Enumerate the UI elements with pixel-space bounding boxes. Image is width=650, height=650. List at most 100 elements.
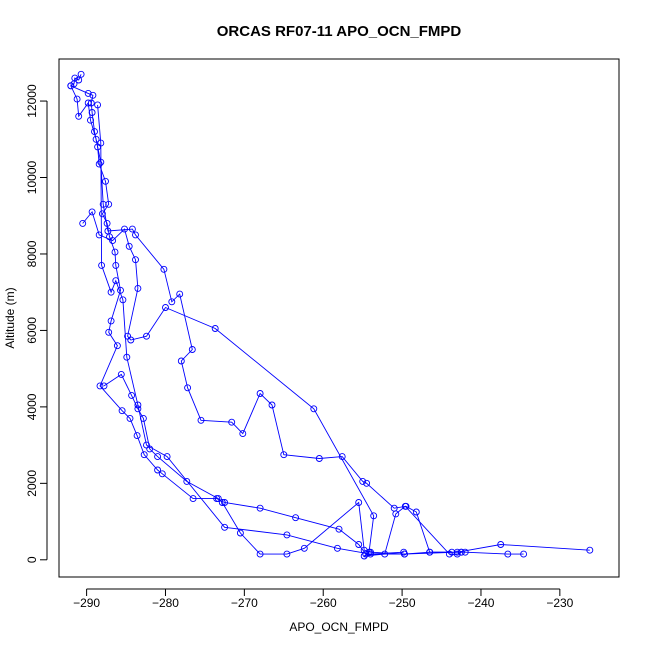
data-point	[197, 416, 205, 424]
data-point	[333, 544, 341, 552]
y-tick-label: 8000	[25, 240, 39, 267]
data-point	[160, 265, 168, 273]
data-point	[392, 510, 400, 518]
x-tick-label: −230	[546, 596, 573, 610]
data-point	[89, 91, 97, 99]
data-point	[370, 512, 378, 520]
data-point	[105, 200, 113, 208]
data-point	[154, 453, 162, 461]
x-tick-label: −270	[231, 596, 258, 610]
data-point	[189, 495, 197, 503]
data-point	[292, 514, 300, 522]
data-point	[75, 112, 83, 120]
x-tick-label: −250	[389, 596, 416, 610]
data-point	[100, 382, 108, 390]
data-point	[133, 432, 141, 440]
x-tick-label: −280	[152, 596, 179, 610]
data-point	[67, 82, 75, 90]
data-point	[400, 548, 408, 556]
data-point	[123, 353, 131, 361]
data-point	[121, 225, 128, 233]
data-point	[128, 225, 136, 233]
data-point	[412, 508, 420, 516]
data-point	[256, 550, 264, 558]
data-point	[381, 550, 389, 558]
data-point	[134, 401, 142, 409]
data-point	[96, 382, 104, 390]
data-point	[87, 116, 94, 124]
x-axis: −290 −280 −270 −260 −250 −240 −230	[73, 588, 574, 610]
data-point	[401, 502, 409, 510]
data-point	[236, 529, 244, 537]
y-axis: 0 2000 4000 6000 8000 10000 12000	[25, 84, 48, 563]
data-point	[73, 95, 81, 103]
data-point	[127, 336, 135, 344]
data-point	[154, 466, 162, 474]
data-point	[221, 523, 229, 531]
data-point	[367, 550, 374, 558]
data-point	[448, 548, 456, 556]
data-point	[168, 298, 176, 306]
data-point	[280, 451, 288, 459]
series-line-5	[97, 104, 404, 555]
data-point	[125, 242, 133, 250]
data-point	[84, 89, 92, 97]
data-point	[162, 304, 169, 311]
data-point	[218, 499, 226, 506]
data-point	[177, 357, 185, 365]
data-point	[98, 210, 106, 218]
data-point	[497, 541, 505, 548]
data-point	[363, 479, 371, 487]
y-tick-label: 4000	[25, 393, 39, 420]
data-point	[132, 256, 139, 264]
data-point	[268, 401, 276, 409]
data-point	[98, 261, 106, 269]
data-point	[283, 550, 291, 558]
y-tick-label: 6000	[25, 317, 39, 344]
data-point	[457, 548, 465, 556]
data-point	[107, 288, 115, 296]
data-point	[77, 70, 85, 78]
data-point	[214, 495, 222, 503]
data-point	[118, 407, 126, 415]
data-point	[461, 548, 469, 556]
data-point	[79, 219, 87, 227]
data-point	[126, 414, 134, 422]
data-point	[112, 277, 120, 285]
data-point	[184, 384, 192, 392]
data-point	[132, 231, 139, 239]
series-line-2	[70, 85, 524, 555]
x-axis-label: APO_OCN_FMPD	[289, 620, 389, 634]
data-point	[367, 548, 374, 556]
data-point	[310, 405, 318, 413]
chart-title: ORCAS RF07-11 APO_OCN_FMPD	[217, 23, 462, 40]
data-point	[355, 499, 363, 506]
x-tick-label: −260	[310, 596, 337, 610]
data-point	[94, 101, 102, 109]
data-point	[504, 550, 512, 558]
x-tick-label: −290	[73, 596, 100, 610]
y-tick-label: 10000	[25, 161, 39, 195]
data-point	[143, 332, 150, 340]
data-point	[256, 504, 264, 512]
data-point	[183, 477, 191, 485]
data-point	[520, 550, 528, 558]
data-point	[134, 284, 142, 292]
data-point	[239, 430, 247, 438]
data-point	[426, 548, 434, 556]
data-point	[111, 248, 119, 256]
x-tick-label: −240	[467, 596, 494, 610]
data-point	[228, 418, 236, 426]
data-point	[84, 99, 92, 107]
data-point	[188, 346, 196, 353]
y-tick-label: 0	[25, 556, 39, 563]
data-point	[95, 231, 103, 239]
y-tick-label: 2000	[25, 470, 39, 497]
plot-frame	[58, 58, 620, 578]
data-point	[119, 296, 127, 304]
data-point	[359, 477, 367, 485]
data-point	[128, 391, 136, 399]
data-point	[211, 325, 219, 332]
series-line-3	[82, 210, 462, 557]
